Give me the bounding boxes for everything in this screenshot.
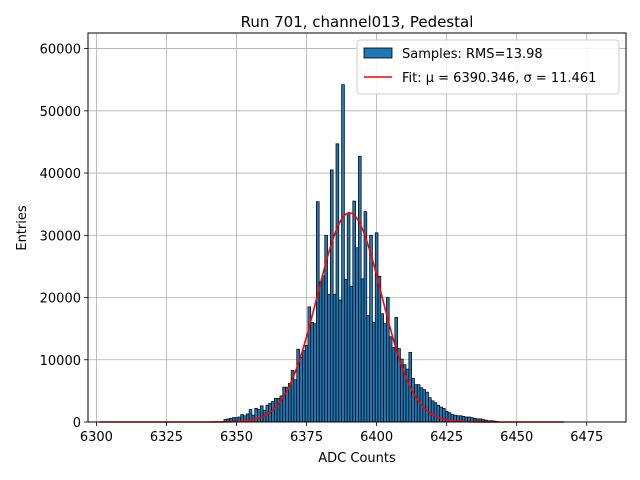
histogram-bar xyxy=(439,406,443,423)
y-tick-label: 20000 xyxy=(40,292,81,307)
y-tick-label: 0 xyxy=(73,416,81,431)
histogram-bar xyxy=(372,322,376,423)
histogram-bar xyxy=(332,294,337,423)
histogram-bar xyxy=(341,84,345,423)
x-tick-label: 6350 xyxy=(220,430,253,445)
x-tick-label: 6425 xyxy=(430,430,463,445)
histogram-bar xyxy=(293,379,298,423)
histogram-bar xyxy=(299,356,303,423)
histogram-bar xyxy=(287,383,292,423)
histogram-bar xyxy=(346,212,351,423)
histogram-bar xyxy=(414,384,418,423)
histogram-bar xyxy=(360,278,365,423)
y-tick-label: 10000 xyxy=(40,354,81,369)
legend: Samples: RMS=13.98 Fit: μ = 6390.346, σ … xyxy=(356,39,620,95)
histogram-bar xyxy=(273,397,278,423)
legend-histogram-swatch xyxy=(363,47,393,59)
chart-title: Run 701, channel013, Pedestal xyxy=(241,13,474,31)
histogram-bar xyxy=(349,285,354,423)
x-tick-label: 6300 xyxy=(80,430,113,445)
y-tick-label: 30000 xyxy=(40,229,81,244)
histogram-bar xyxy=(428,397,432,423)
histogram-bar xyxy=(380,313,384,423)
histogram-bar xyxy=(430,400,435,423)
y-tick-label: 40000 xyxy=(40,167,81,182)
histogram-bar xyxy=(335,143,340,423)
histogram-bar xyxy=(436,404,441,423)
histogram-bar xyxy=(411,378,415,423)
x-tick-label: 6375 xyxy=(290,430,323,445)
legend-box xyxy=(356,39,620,95)
histogram-bar xyxy=(330,169,334,423)
x-axis-ticks: 6300 6325 6350 6375 6400 6425 6450 6475 xyxy=(80,422,603,445)
x-tick-label: 6475 xyxy=(570,430,603,445)
histogram-bar xyxy=(377,276,382,423)
x-tick-label: 6450 xyxy=(500,430,533,445)
histogram-bar xyxy=(369,234,373,423)
histogram-bar xyxy=(355,247,359,423)
histogram-bar xyxy=(352,200,356,423)
y-axis-ticks: 0 10000 20000 30000 40000 50000 60000 xyxy=(40,43,88,431)
histogram-bar xyxy=(358,155,362,423)
histogram-bar xyxy=(282,386,286,423)
histogram-bar xyxy=(366,315,370,423)
histogram-bar xyxy=(304,345,309,423)
x-tick-label: 6400 xyxy=(360,430,393,445)
histogram-bar xyxy=(257,409,261,423)
x-tick-label: 6325 xyxy=(150,430,183,445)
histogram-bar xyxy=(433,402,438,423)
axes-frame xyxy=(87,32,627,423)
histogram-bar xyxy=(425,391,429,423)
histogram-bar xyxy=(316,201,320,423)
histogram-bar xyxy=(388,336,393,423)
histogram-bar xyxy=(302,350,306,423)
histogram-bar xyxy=(374,232,379,423)
histogram-bar xyxy=(394,317,398,423)
histogram-bar xyxy=(338,299,342,423)
histogram-bar xyxy=(313,323,317,423)
y-tick-label: 50000 xyxy=(40,105,81,120)
legend-fit-label: Fit: μ = 6390.346, σ = 11.461 xyxy=(402,71,596,86)
histogram-bar xyxy=(327,294,331,423)
y-axis-label: Entries xyxy=(15,205,30,251)
histogram-bar xyxy=(383,323,387,423)
histogram-bar xyxy=(363,211,368,423)
histogram-bar xyxy=(344,279,348,423)
histogram-bar xyxy=(321,275,326,423)
legend-histogram-label: Samples: RMS=13.98 xyxy=(402,47,543,62)
histogram-bar xyxy=(259,405,264,423)
histogram-bar xyxy=(391,346,396,423)
y-tick-label: 60000 xyxy=(40,43,81,58)
histogram-bar xyxy=(318,281,323,423)
x-axis-label: ADC Counts xyxy=(318,451,396,466)
histogram-bar xyxy=(251,414,256,423)
histogram-bar xyxy=(310,322,314,423)
